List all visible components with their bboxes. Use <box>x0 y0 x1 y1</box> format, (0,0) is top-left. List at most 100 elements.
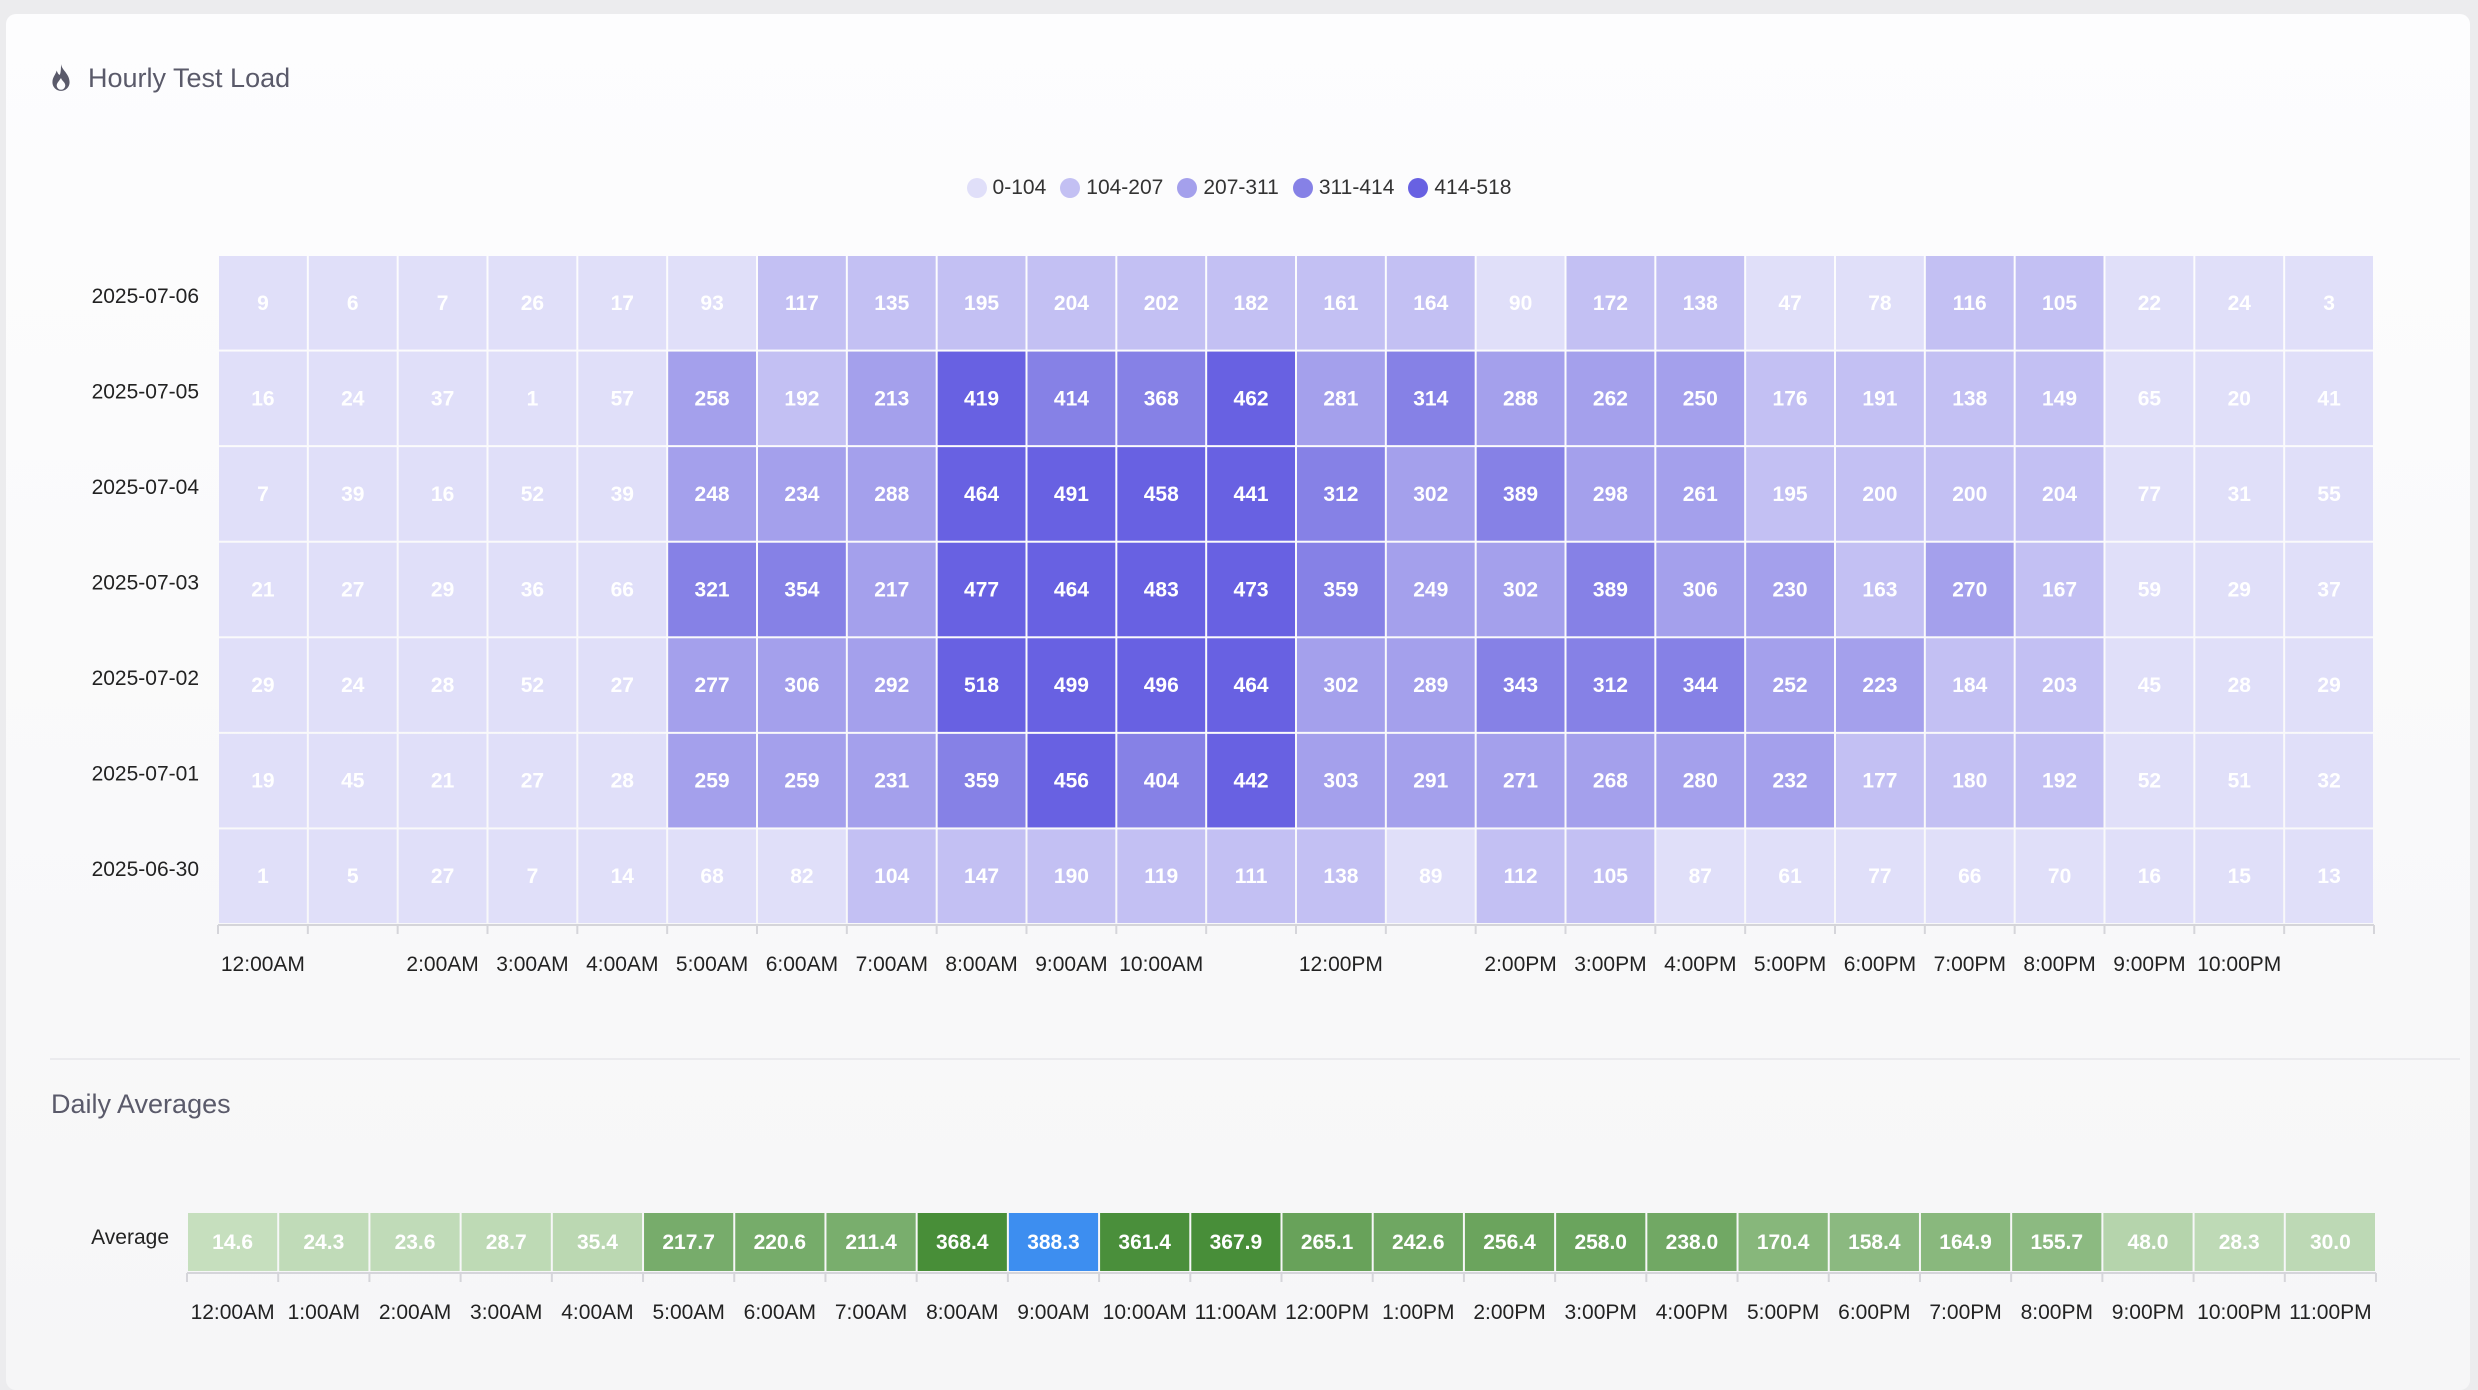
x-tick-label: 5:00AM <box>676 953 748 976</box>
heatmap-cell <box>1297 733 1385 828</box>
average-cell <box>1556 1213 1646 1271</box>
cell-value: 292 <box>874 674 909 697</box>
legend-item[interactable]: 414-518 <box>1408 176 1511 200</box>
heatmap-cell <box>488 638 577 732</box>
heatmap-cell <box>1836 351 1924 446</box>
average-value: 48.0 <box>2128 1231 2169 1254</box>
cell-value: 204 <box>1054 292 1089 315</box>
heatmap-cell <box>2105 829 2194 923</box>
legend-item[interactable]: 0-104 <box>966 176 1046 200</box>
heatmap-cell <box>1746 733 1834 828</box>
heatmap-cell <box>1476 447 1565 541</box>
heatmap-cell <box>1566 447 1655 541</box>
heatmap-cell <box>937 829 1026 923</box>
heatmap-cell <box>758 351 846 446</box>
average-value: 211.4 <box>845 1231 897 1254</box>
cell-value: 93 <box>700 292 723 315</box>
cell-value: 248 <box>695 483 730 506</box>
row-label: 2025-07-03 <box>92 572 199 595</box>
x-tick-label: 9:00AM <box>1035 953 1107 976</box>
cell-value: 27 <box>611 674 634 697</box>
heatmap-cell <box>488 733 577 828</box>
x-tick-label: 2:00AM <box>406 953 478 976</box>
cell-value: 464 <box>1234 674 1269 697</box>
x-tick-label: 12:00PM <box>1285 1301 1369 1324</box>
heatmap-cell <box>1656 447 1745 541</box>
cell-value: 163 <box>1862 579 1897 602</box>
legend-item[interactable]: 207-311 <box>1177 176 1279 200</box>
heatmap-cell <box>1297 256 1385 350</box>
section-divider <box>50 1058 2460 1060</box>
average-value: 220.6 <box>754 1231 807 1254</box>
heatmap-cell <box>2015 733 2104 828</box>
x-tick-label: 11:00AM <box>1195 1301 1278 1324</box>
heatmap-cell <box>2285 256 2373 350</box>
heatmap-cell <box>1566 542 1655 637</box>
cell-value: 223 <box>1862 674 1897 697</box>
legend-dot-icon <box>1408 178 1429 198</box>
heatmap-cell <box>398 542 487 637</box>
average-value: 164.9 <box>1939 1231 1992 1254</box>
heatmap-cell <box>1476 829 1565 923</box>
heatmap-cell <box>1925 638 2014 732</box>
cell-value: 24 <box>2228 292 2252 315</box>
heatmap-cell <box>2105 256 2194 350</box>
heatmap-cell <box>219 638 307 732</box>
cell-value: 20 <box>2228 387 2251 410</box>
cell-value: 195 <box>964 292 999 315</box>
cell-value: 161 <box>1323 292 1358 315</box>
heatmap-cell <box>308 638 397 732</box>
cell-value: 61 <box>1778 865 1802 888</box>
row-label: 2025-07-06 <box>92 285 199 308</box>
cell-value: 321 <box>695 579 730 602</box>
x-tick-label: 7:00AM <box>856 953 928 976</box>
heatmap-cell <box>937 638 1026 732</box>
heatmap-cell <box>578 829 667 923</box>
x-tick-label: 9:00AM <box>1017 1301 1089 1324</box>
legend-item[interactable]: 311-414 <box>1292 176 1394 200</box>
x-tick-label: 4:00AM <box>586 953 658 976</box>
average-value: 155.7 <box>2030 1231 2083 1254</box>
cell-value: 16 <box>2138 865 2161 888</box>
legend-label: 207-311 <box>1203 176 1279 199</box>
average-cell <box>826 1213 916 1271</box>
average-value: 28.7 <box>486 1231 527 1254</box>
average-value: 368.4 <box>936 1231 989 1254</box>
heatmap-cell <box>1925 256 2014 350</box>
cell-value: 116 <box>1953 292 1987 315</box>
x-tick-label: 4:00AM <box>561 1301 633 1324</box>
average-cell <box>370 1213 460 1271</box>
x-tick-label: 8:00AM <box>926 1301 998 1324</box>
heatmap-cell <box>1836 733 1924 828</box>
x-tick-label: 9:00PM <box>2112 1301 2184 1324</box>
heatmap-cell <box>578 733 667 828</box>
cell-value: 303 <box>1323 770 1358 793</box>
cell-value: 17 <box>611 292 634 315</box>
heatmap-cell <box>219 542 307 637</box>
heatmap-cell <box>398 638 487 732</box>
average-value: 30.0 <box>2310 1231 2351 1254</box>
x-tick-label: 5:00AM <box>652 1301 724 1324</box>
x-tick-label: 3:00PM <box>1565 1301 1637 1324</box>
cell-value: 172 <box>1593 292 1628 315</box>
heatmap-cell <box>1027 638 1116 732</box>
cell-value: 19 <box>251 770 274 793</box>
cell-value: 111 <box>1235 865 1268 888</box>
cell-value: 200 <box>1862 483 1897 506</box>
cell-value: 389 <box>1503 483 1538 506</box>
heatmap-cell <box>1656 351 1745 446</box>
legend-item[interactable]: 104-207 <box>1060 176 1163 200</box>
heatmap-cell <box>668 733 756 828</box>
heatmap-cell <box>1746 447 1834 541</box>
cell-value: 27 <box>341 579 364 602</box>
average-cell <box>1282 1213 1372 1271</box>
x-tick-label: 6:00PM <box>1838 1301 1910 1324</box>
cell-value: 191 <box>1862 387 1897 410</box>
legend-dot-icon <box>966 178 987 198</box>
cell-value: 312 <box>1323 483 1358 506</box>
heatmap-cell <box>1656 542 1745 637</box>
cell-value: 28 <box>431 674 455 697</box>
heatmap-cell <box>937 733 1026 828</box>
heatmap-cell <box>219 829 307 923</box>
